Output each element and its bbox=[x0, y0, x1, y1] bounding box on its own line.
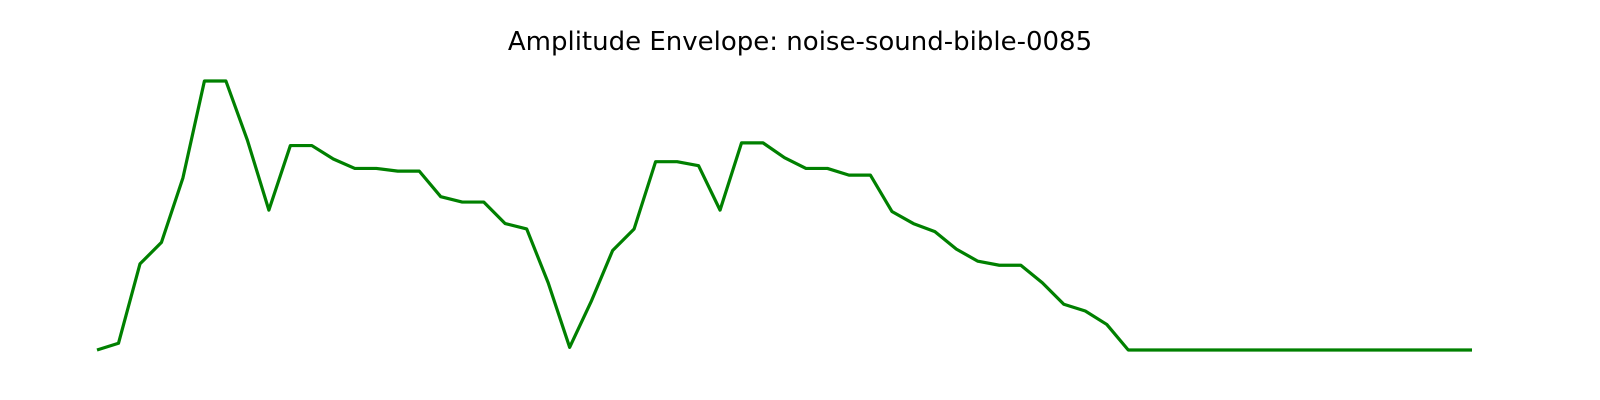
plot-area bbox=[96, 79, 1472, 352]
chart-title: Amplitude Envelope: noise-sound-bible-00… bbox=[507, 27, 1093, 57]
series-line bbox=[96, 79, 1472, 352]
